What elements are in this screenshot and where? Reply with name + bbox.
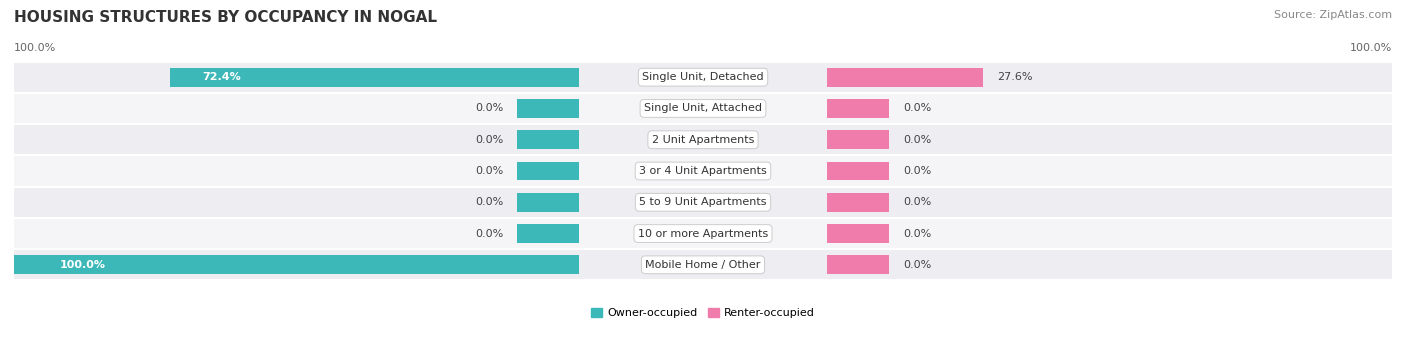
Text: 0.0%: 0.0% (903, 104, 931, 114)
Text: 0.0%: 0.0% (475, 228, 503, 238)
Text: Mobile Home / Other: Mobile Home / Other (645, 260, 761, 270)
Text: 0.0%: 0.0% (475, 197, 503, 207)
Text: 3 or 4 Unit Apartments: 3 or 4 Unit Apartments (640, 166, 766, 176)
Bar (14, 255, 579, 274)
Bar (14, 249, 1392, 280)
Legend: Owner-occupied, Renter-occupied: Owner-occupied, Renter-occupied (586, 303, 820, 323)
Bar (517, 130, 579, 149)
Text: 0.0%: 0.0% (903, 166, 931, 176)
Text: 100.0%: 100.0% (14, 43, 56, 53)
Text: Single Unit, Attached: Single Unit, Attached (644, 104, 762, 114)
Bar (14, 124, 1392, 155)
Text: Single Unit, Detached: Single Unit, Detached (643, 72, 763, 82)
Bar (827, 68, 983, 87)
Text: 2 Unit Apartments: 2 Unit Apartments (652, 135, 754, 145)
Bar (827, 162, 889, 180)
Bar (14, 218, 1392, 249)
Bar (14, 187, 1392, 218)
Bar (827, 130, 889, 149)
Bar (827, 99, 889, 118)
Text: 0.0%: 0.0% (903, 260, 931, 270)
Text: 5 to 9 Unit Apartments: 5 to 9 Unit Apartments (640, 197, 766, 207)
Bar (14, 155, 1392, 187)
Text: Source: ZipAtlas.com: Source: ZipAtlas.com (1274, 10, 1392, 20)
Text: 0.0%: 0.0% (903, 228, 931, 238)
Text: 10 or more Apartments: 10 or more Apartments (638, 228, 768, 238)
Text: 0.0%: 0.0% (475, 135, 503, 145)
Bar (14, 93, 1392, 124)
Bar (517, 162, 579, 180)
Bar (827, 255, 889, 274)
Text: 0.0%: 0.0% (475, 166, 503, 176)
Text: 100.0%: 100.0% (59, 260, 105, 270)
Bar (517, 193, 579, 212)
Text: 0.0%: 0.0% (903, 197, 931, 207)
Text: 100.0%: 100.0% (1350, 43, 1392, 53)
Bar (517, 99, 579, 118)
Bar (170, 68, 579, 87)
Text: 0.0%: 0.0% (903, 135, 931, 145)
Bar (14, 62, 1392, 93)
Bar (827, 224, 889, 243)
Text: 27.6%: 27.6% (997, 72, 1032, 82)
Bar (827, 193, 889, 212)
Text: 72.4%: 72.4% (202, 72, 242, 82)
Bar (517, 224, 579, 243)
Text: 0.0%: 0.0% (475, 104, 503, 114)
Text: HOUSING STRUCTURES BY OCCUPANCY IN NOGAL: HOUSING STRUCTURES BY OCCUPANCY IN NOGAL (14, 10, 437, 25)
